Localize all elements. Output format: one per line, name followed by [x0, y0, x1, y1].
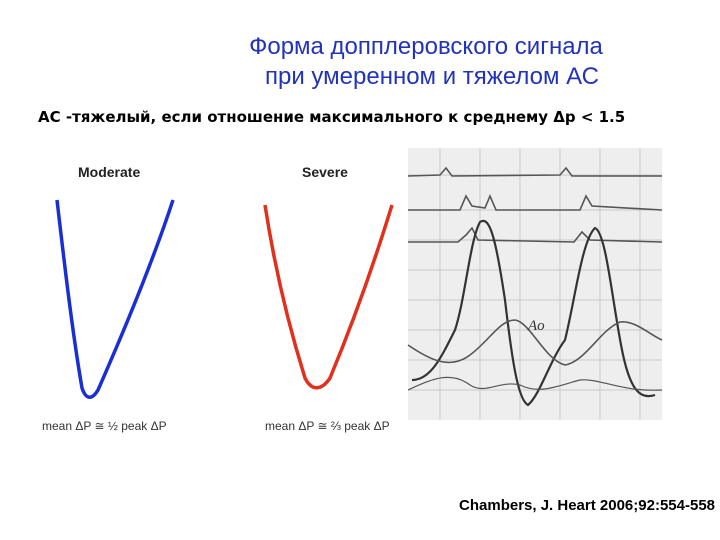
title-line: Форма допплеровского сигнала	[249, 33, 603, 60]
title-line: при умеренном и тяжелом АС	[265, 63, 599, 90]
moderate-curve	[55, 199, 175, 399]
subtitle: АС -тяжелый, если отношение максимальног…	[38, 108, 625, 126]
panel-label: Severe	[302, 164, 348, 180]
panel-formula: mean ΔP ≅ ⅔ peak ΔP	[265, 419, 390, 433]
severe-curve	[263, 204, 394, 390]
doppler-image: Ao	[407, 148, 663, 420]
panel-label: Moderate	[78, 164, 140, 180]
image-label: Ao	[527, 318, 545, 334]
panel-formula: mean ΔP ≅ ½ peak ΔP	[42, 419, 167, 433]
citation: Chambers, J. Heart 2006;92:554-558	[459, 497, 715, 514]
